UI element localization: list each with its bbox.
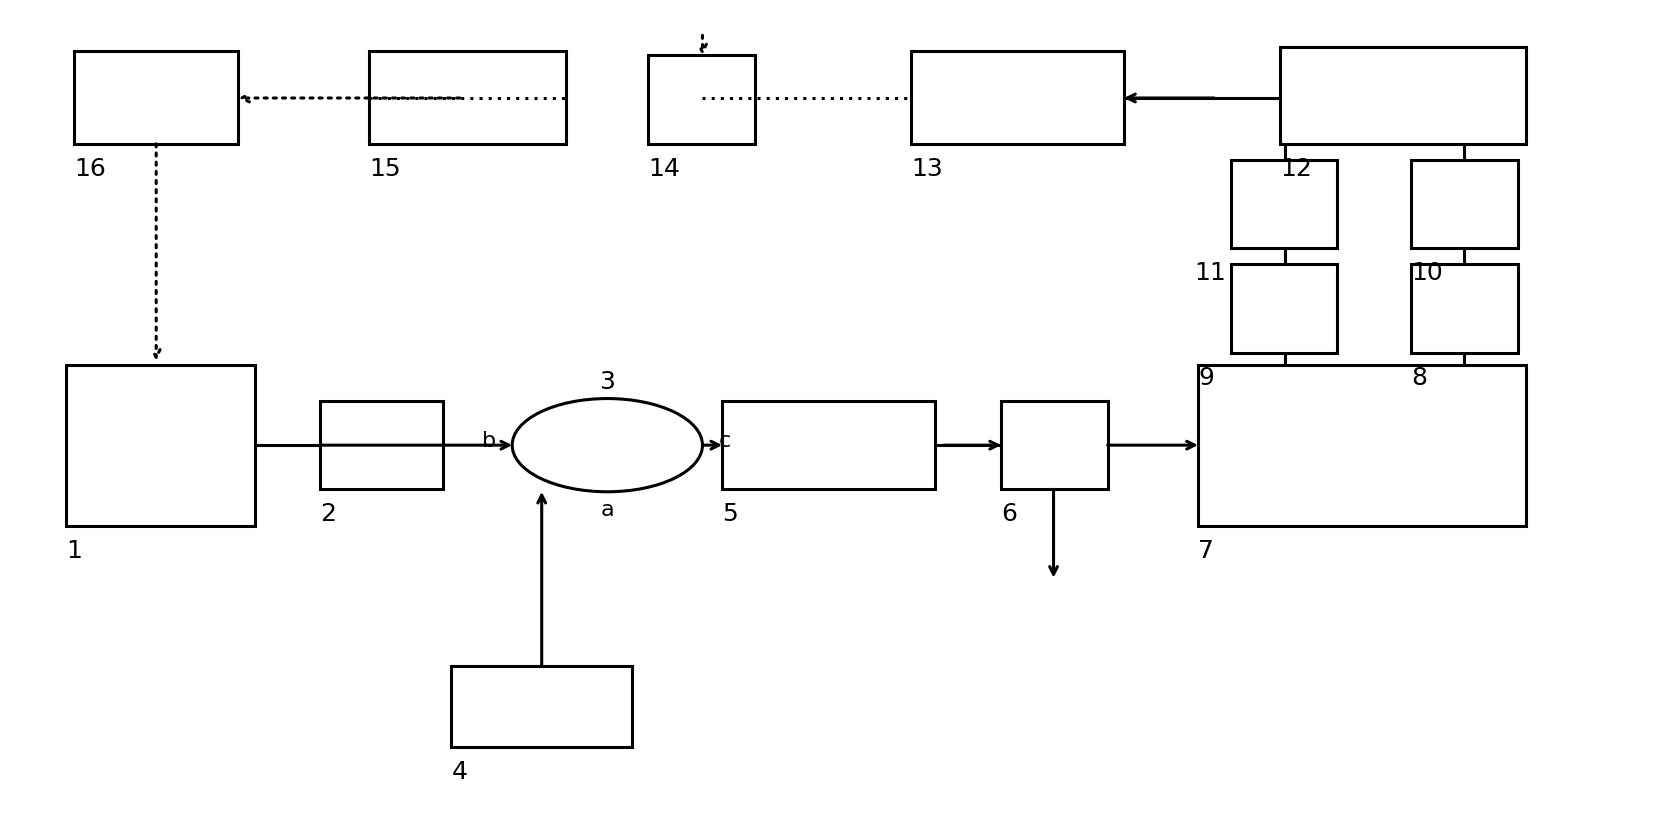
Bar bbox=[647, 57, 755, 145]
Text: 11: 11 bbox=[1195, 261, 1226, 285]
Bar bbox=[1410, 265, 1517, 353]
Circle shape bbox=[512, 399, 703, 492]
Bar bbox=[1230, 265, 1337, 353]
Bar bbox=[320, 401, 443, 490]
Text: 10: 10 bbox=[1410, 261, 1442, 285]
Text: 5: 5 bbox=[721, 502, 738, 526]
Bar bbox=[721, 401, 935, 490]
Bar bbox=[370, 52, 565, 145]
Bar bbox=[65, 365, 254, 526]
Text: 6: 6 bbox=[1000, 502, 1017, 526]
Bar bbox=[910, 52, 1124, 145]
Text: b: b bbox=[482, 430, 495, 450]
Bar bbox=[1198, 365, 1526, 526]
Text: 12: 12 bbox=[1280, 156, 1312, 181]
Text: 4: 4 bbox=[452, 758, 467, 783]
Text: 15: 15 bbox=[370, 156, 402, 181]
Text: 2: 2 bbox=[320, 502, 336, 526]
Text: 14: 14 bbox=[647, 156, 679, 181]
Text: c: c bbox=[718, 430, 731, 450]
Text: 13: 13 bbox=[910, 156, 942, 181]
Text: 9: 9 bbox=[1198, 365, 1213, 389]
Text: 1: 1 bbox=[65, 538, 82, 562]
Bar bbox=[1280, 48, 1526, 145]
Text: 3: 3 bbox=[599, 369, 616, 393]
Bar bbox=[74, 52, 238, 145]
Text: 8: 8 bbox=[1410, 365, 1427, 389]
Bar bbox=[1230, 161, 1337, 249]
Text: 16: 16 bbox=[74, 156, 105, 181]
Bar bbox=[1410, 161, 1517, 249]
Text: 7: 7 bbox=[1198, 538, 1213, 562]
Bar bbox=[1000, 401, 1108, 490]
Text: a: a bbox=[601, 500, 614, 519]
Bar bbox=[452, 667, 632, 747]
